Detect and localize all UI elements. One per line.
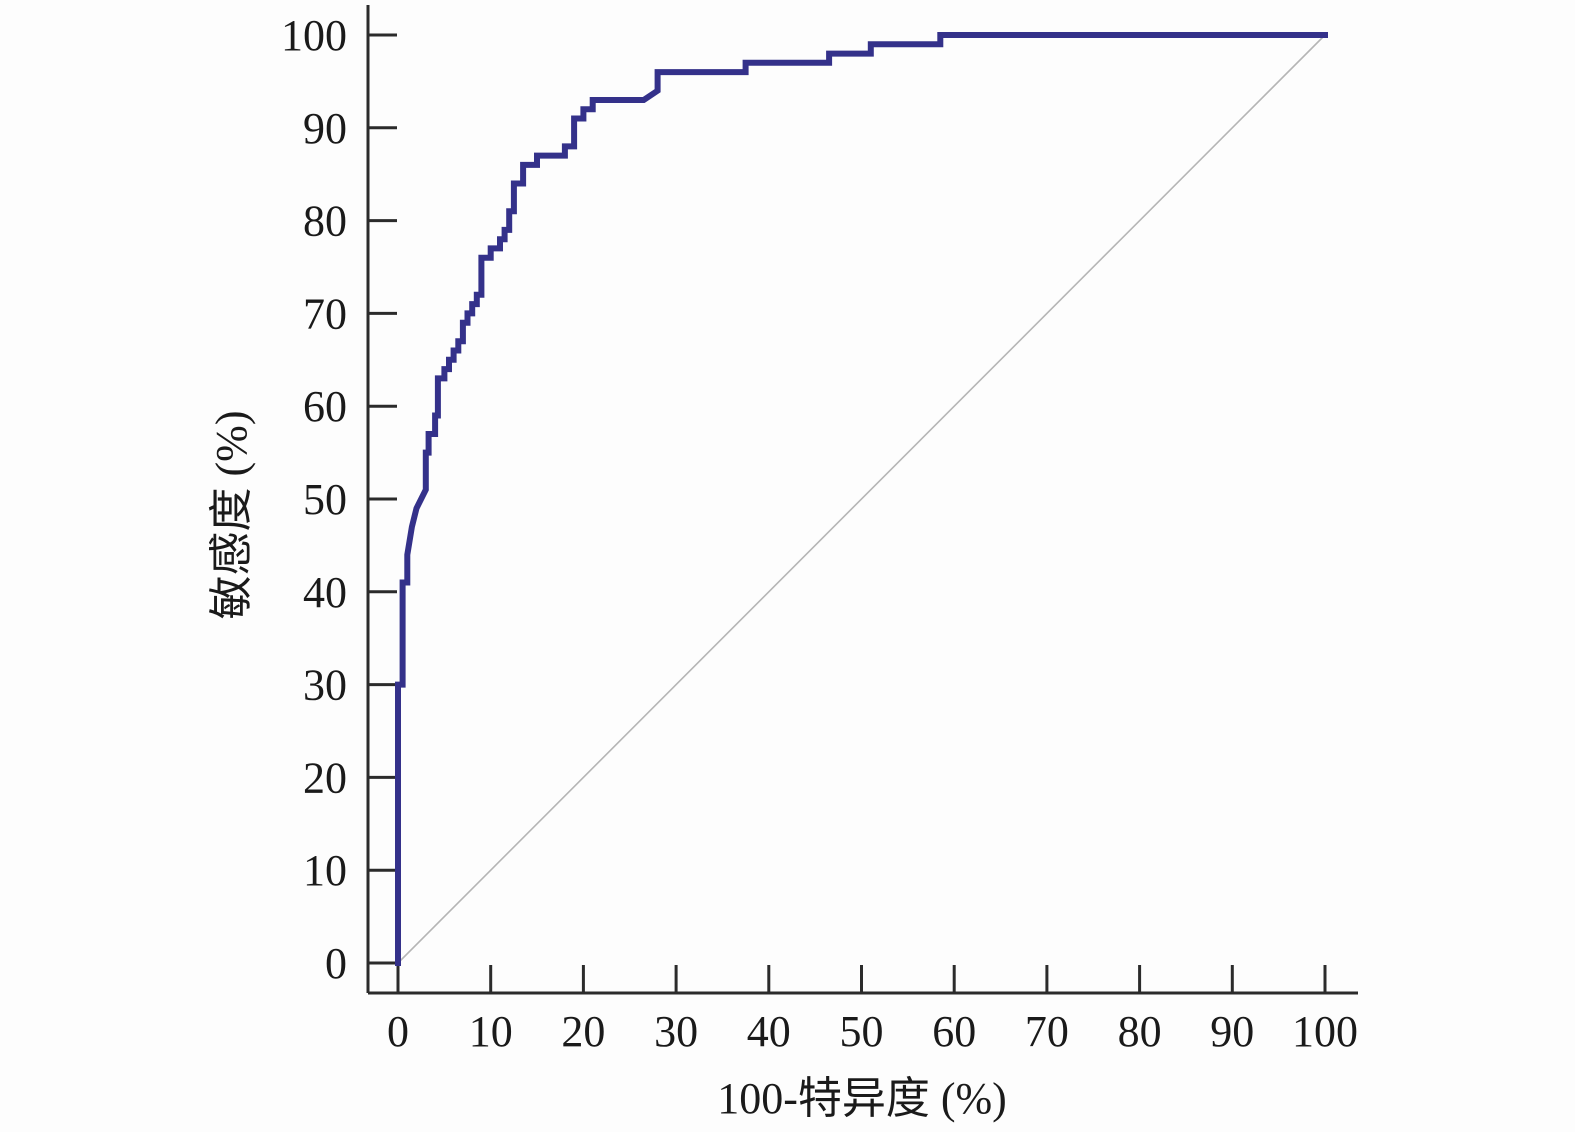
x-tick-label: 40 (747, 1007, 791, 1056)
x-axis-title: 100-特异度 (%) (717, 1074, 1007, 1123)
x-tick-label: 70 (1025, 1007, 1069, 1056)
y-tick-label: 10 (303, 846, 347, 895)
x-tick-label: 10 (469, 1007, 513, 1056)
x-tick-label: 30 (654, 1007, 698, 1056)
y-tick-label: 0 (325, 939, 347, 988)
x-tick-label: 90 (1210, 1007, 1254, 1056)
y-tick-label: 100 (281, 11, 347, 60)
reference-line (397, 34, 1326, 964)
y-tick-label: 40 (303, 568, 347, 617)
y-tick-label: 30 (303, 661, 347, 710)
x-tick-label: 50 (840, 1007, 884, 1056)
y-tick-label: 80 (303, 197, 347, 246)
x-tick-label: 20 (561, 1007, 605, 1056)
x-tick-label: 80 (1118, 1007, 1162, 1056)
y-tick-label: 90 (303, 104, 347, 153)
y-axis-title: 敏感度 (%) (207, 411, 256, 620)
y-ticks: 0 10 20 30 40 50 60 70 80 90 100 (281, 11, 397, 988)
y-tick-label: 70 (303, 289, 347, 338)
x-tick-label: 0 (387, 1007, 409, 1056)
x-tick-label: 100 (1292, 1007, 1358, 1056)
y-tick-label: 50 (303, 475, 347, 524)
x-tick-label: 60 (932, 1007, 976, 1056)
roc-curve (395, 32, 1328, 966)
plot-area (395, 32, 1328, 966)
y-tick-label: 60 (303, 382, 347, 431)
x-ticks: 0 10 20 30 40 50 60 70 80 90 100 (387, 965, 1358, 1056)
y-tick-label: 20 (303, 753, 347, 802)
